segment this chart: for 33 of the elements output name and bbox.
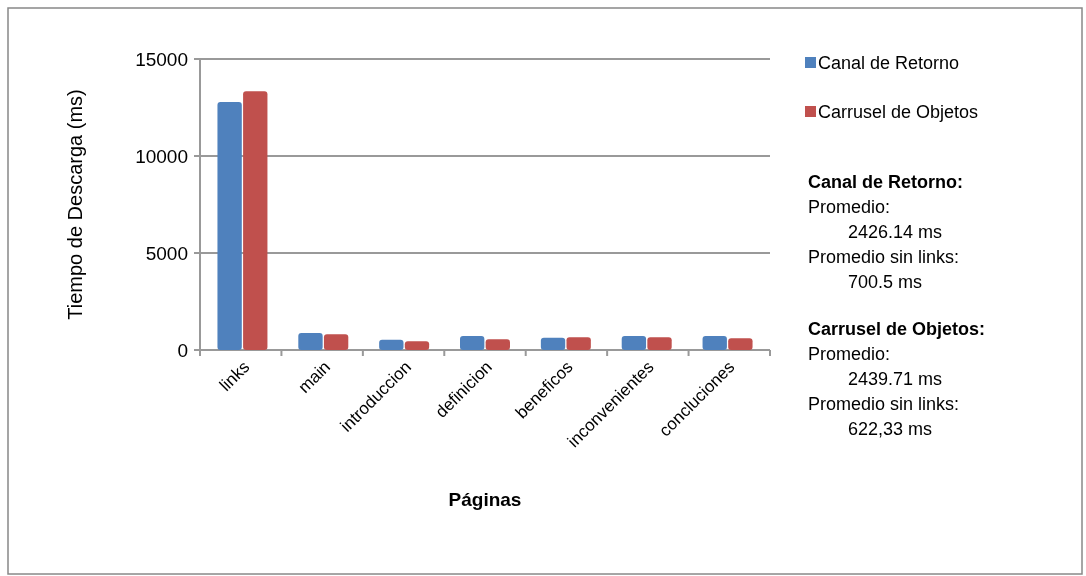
bar [485,339,510,350]
text: 622,33 ms [848,419,933,440]
y-tick-label: 5000 [145,242,188,264]
bar [217,102,242,350]
bar [728,338,753,350]
bar [702,336,727,350]
text: Promedio sin links: [808,247,960,268]
x-tick-label: links [215,357,254,395]
bar [540,337,566,350]
bar [647,337,672,350]
legend-label: Carrusel de Objetos [818,102,979,123]
text: Promedio: [808,344,891,365]
text: Promedio: [808,197,891,218]
text: Canal de Retorno: [808,172,964,193]
text: 700.5 ms [848,272,923,293]
text: 2426.14 ms [848,222,943,243]
bar [379,339,404,350]
bar [460,336,485,350]
bar [404,341,430,350]
bar [298,332,323,350]
y-axis-title: Tiempo de Descarga (ms) [64,89,86,320]
text: Promedio sin links: [808,394,960,415]
x-axis-title: Páginas [448,489,522,510]
text: 2439.71 ms [848,369,943,390]
y-tick-label: 15000 [135,48,188,70]
bar [323,334,349,350]
text: Carrusel de Objetos: [808,319,986,340]
y-tick-label: 10000 [135,145,188,167]
legend-label: Canal de Retorno [818,53,960,74]
bar [621,336,647,350]
bar [566,337,591,350]
y-tick-label: 0 [177,339,188,361]
bar [243,91,268,350]
